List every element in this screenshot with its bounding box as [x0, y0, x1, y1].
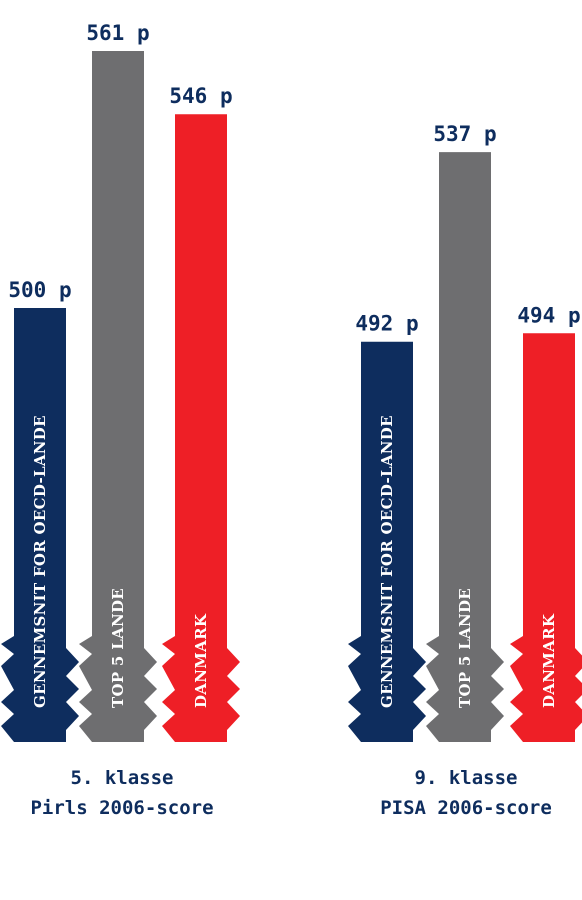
group-label-line1: 5. klasse	[71, 767, 174, 789]
value-label: 494 p	[517, 303, 580, 327]
value-label: 546 p	[169, 84, 232, 108]
bar-category-label: DANMARK	[192, 613, 210, 708]
bar-gennemsnit-for-oecd-lande-group-2	[348, 341, 426, 742]
group-label-line1: 9. klasse	[415, 767, 518, 789]
bar-gennemsnit-for-oecd-lande-group-1	[1, 308, 79, 742]
bar-danmark-group-2	[510, 333, 582, 742]
bar-danmark-group-1	[162, 114, 240, 743]
group-label-line2: PISA 2006-score	[380, 797, 552, 819]
group-label-line2: Pirls 2006-score	[30, 797, 213, 819]
bar-category-label: GENNEMSNIT FOR OECD-LANDE	[31, 415, 49, 708]
value-label: 561 p	[86, 21, 149, 45]
bar-category-label: TOP 5 LANDE	[456, 588, 474, 708]
bar-top-5-lande-group-1	[79, 51, 157, 742]
value-label: 492 p	[355, 312, 418, 336]
bar-category-label: DANMARK	[540, 613, 558, 708]
bar-top-5-lande-group-2	[426, 152, 504, 743]
value-label: 500 p	[8, 278, 71, 302]
bar-category-label: TOP 5 LANDE	[109, 588, 127, 708]
bar-category-label: GENNEMSNIT FOR OECD-LANDE	[378, 415, 396, 708]
value-label: 537 p	[433, 122, 496, 146]
